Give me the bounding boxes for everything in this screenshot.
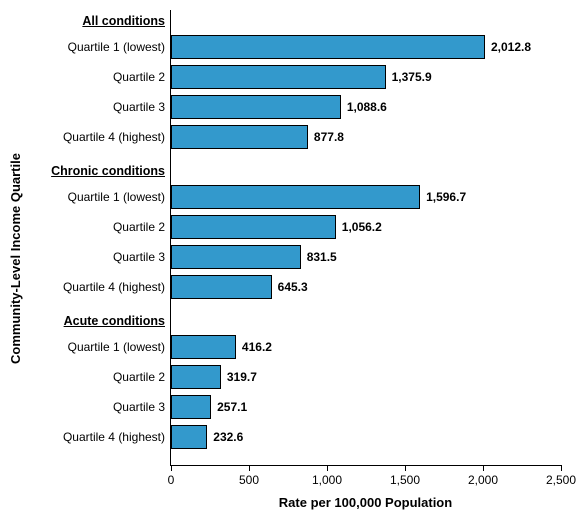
bar bbox=[171, 275, 272, 299]
bar-value-label: 1,375.9 bbox=[392, 70, 432, 84]
bar-value-label: 257.1 bbox=[217, 400, 247, 414]
x-tick-mark bbox=[405, 465, 406, 471]
bar bbox=[171, 395, 211, 419]
x-tick-label: 0 bbox=[146, 473, 196, 487]
bar-y-label: Quartile 1 (lowest) bbox=[68, 340, 171, 354]
bar bbox=[171, 95, 341, 119]
bar bbox=[171, 365, 221, 389]
bar-value-label: 1,088.6 bbox=[347, 100, 387, 114]
bar bbox=[171, 125, 308, 149]
bar-value-label: 1,596.7 bbox=[426, 190, 466, 204]
bar bbox=[171, 185, 420, 209]
bar bbox=[171, 35, 485, 59]
bar-value-label: 319.7 bbox=[227, 370, 257, 384]
bar-row: Quartile 4 (highest)232.6 bbox=[171, 422, 561, 452]
bar-y-label: Quartile 2 bbox=[113, 220, 171, 234]
bar-y-label: Quartile 4 (highest) bbox=[63, 430, 171, 444]
bar-y-label: Quartile 4 (highest) bbox=[63, 130, 171, 144]
chart-container: Community-Level Income Quartile All cond… bbox=[0, 0, 581, 516]
bar bbox=[171, 425, 207, 449]
bar-row: Quartile 2319.7 bbox=[171, 362, 561, 392]
bar-value-label: 416.2 bbox=[242, 340, 272, 354]
bar-y-label: Quartile 3 bbox=[113, 250, 171, 264]
x-axis-title: Rate per 100,000 Population bbox=[170, 495, 561, 510]
x-tick-label: 2,500 bbox=[536, 473, 581, 487]
bar-y-label: Quartile 4 (highest) bbox=[63, 280, 171, 294]
x-tick-mark bbox=[561, 465, 562, 471]
group-header-label: Acute conditions bbox=[64, 314, 171, 328]
bar-value-label: 2,012.8 bbox=[491, 40, 531, 54]
bar-y-label: Quartile 1 (lowest) bbox=[68, 40, 171, 54]
bar bbox=[171, 245, 301, 269]
bar-row: Quartile 1 (lowest)1,596.7 bbox=[171, 182, 561, 212]
x-tick-mark bbox=[171, 465, 172, 471]
group-header-label: Chronic conditions bbox=[51, 164, 171, 178]
bar-row: Quartile 3257.1 bbox=[171, 392, 561, 422]
bar-value-label: 232.6 bbox=[213, 430, 243, 444]
bar-y-label: Quartile 2 bbox=[113, 370, 171, 384]
x-tick-mark bbox=[483, 465, 484, 471]
bar-row: Quartile 31,088.6 bbox=[171, 92, 561, 122]
y-axis-title-text: Community-Level Income Quartile bbox=[8, 153, 23, 364]
x-tick-label: 2,000 bbox=[458, 473, 508, 487]
bar-y-label: Quartile 1 (lowest) bbox=[68, 190, 171, 204]
x-tick-label: 500 bbox=[224, 473, 274, 487]
plot-area: All conditionsQuartile 1 (lowest)2,012.8… bbox=[170, 10, 561, 466]
bar-row: Quartile 1 (lowest)2,012.8 bbox=[171, 32, 561, 62]
group-header-row: Acute conditions bbox=[171, 310, 561, 332]
bar-y-label: Quartile 3 bbox=[113, 400, 171, 414]
bar-value-label: 1,056.2 bbox=[342, 220, 382, 234]
bar bbox=[171, 335, 236, 359]
bar-y-label: Quartile 3 bbox=[113, 100, 171, 114]
bar-row: Quartile 3831.5 bbox=[171, 242, 561, 272]
x-tick-label: 1,500 bbox=[380, 473, 430, 487]
x-tick-mark bbox=[249, 465, 250, 471]
bar-row: Quartile 1 (lowest)416.2 bbox=[171, 332, 561, 362]
bar-y-label: Quartile 2 bbox=[113, 70, 171, 84]
group-header-row: All conditions bbox=[171, 10, 561, 32]
bar-value-label: 831.5 bbox=[307, 250, 337, 264]
bar-row: Quartile 4 (highest)877.8 bbox=[171, 122, 561, 152]
bar-row: Quartile 21,056.2 bbox=[171, 212, 561, 242]
group-header-row: Chronic conditions bbox=[171, 160, 561, 182]
bar bbox=[171, 215, 336, 239]
x-tick-label: 1,000 bbox=[302, 473, 352, 487]
x-tick-mark bbox=[327, 465, 328, 471]
y-axis-title: Community-Level Income Quartile bbox=[6, 0, 24, 516]
bar-value-label: 877.8 bbox=[314, 130, 344, 144]
bar-row: Quartile 4 (highest)645.3 bbox=[171, 272, 561, 302]
bar-row: Quartile 21,375.9 bbox=[171, 62, 561, 92]
group-header-label: All conditions bbox=[82, 14, 171, 28]
bar-value-label: 645.3 bbox=[278, 280, 308, 294]
bar bbox=[171, 65, 386, 89]
